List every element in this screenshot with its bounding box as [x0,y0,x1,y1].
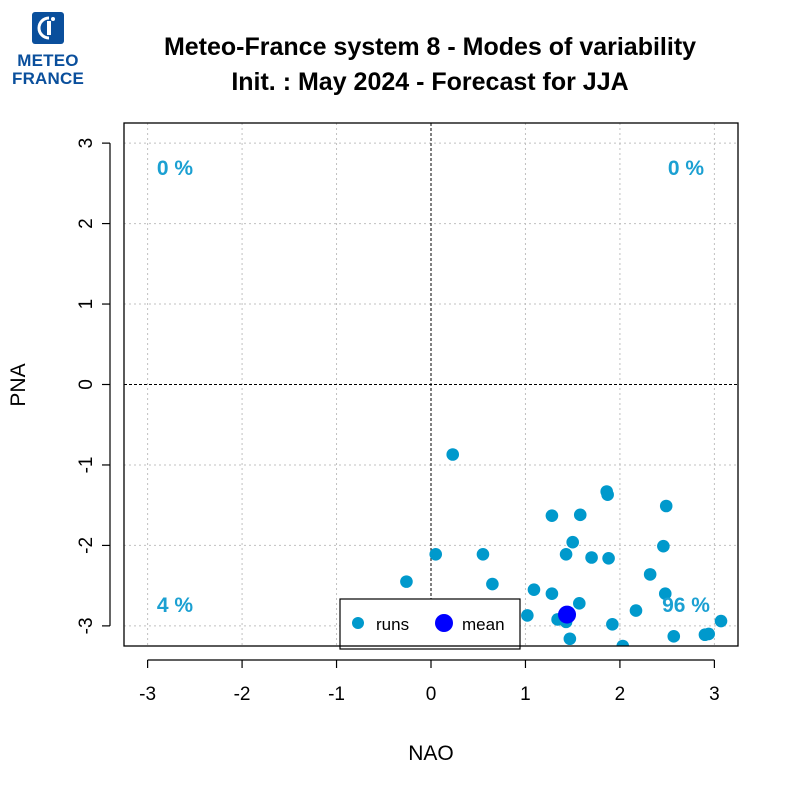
run-point [527,583,541,596]
run-point [446,448,460,461]
run-point [657,539,670,553]
x-tick-label: -3 [139,684,156,705]
run-point [429,547,443,561]
quadrant-label-bottom-left: 4 % [157,594,194,617]
legend-mean-label: mean [462,615,505,634]
run-point [667,630,681,643]
meteo-france-logo-mark [32,12,64,44]
quadrant-label-top-right: 0 % [668,157,705,180]
x-tick-label: -2 [234,684,251,705]
legend-runs-label: runs [376,615,409,634]
y-tick-label: -3 [76,617,97,634]
logo-text-line2: FRANCE [11,69,85,88]
data-points [400,448,728,646]
logo-text-line1: METEO [17,51,79,70]
run-point [563,632,577,646]
y-tick-label: 1 [76,299,97,310]
run-point [476,547,490,561]
run-point [573,597,586,610]
run-point [545,509,559,522]
run-point [585,551,598,564]
legend-mean-marker [435,614,453,632]
run-point [545,587,559,600]
chart-title: Meteo-France system 8 - Modes of variabi… [164,33,696,61]
run-point [521,609,534,622]
x-axis-title: NAO [408,742,454,765]
run-point [702,627,716,641]
run-point [602,551,615,565]
run-point [559,547,573,561]
legend-box [339,598,521,650]
run-point [616,639,630,646]
run-point [400,575,413,588]
x-tick-label: 2 [615,684,626,705]
run-point [658,587,672,600]
run-point [601,488,614,502]
quadrant-label-top-left: 0 % [157,157,194,180]
x-tick-label: 0 [426,684,437,705]
quadrant-label-bottom-right: 96 % [662,594,710,617]
mean-point [558,605,577,624]
y-tick-label: 2 [76,218,97,229]
legend-runs-marker [352,617,364,629]
y-tick-label: -1 [76,457,97,474]
x-tick-label: -1 [328,684,345,705]
run-point [573,508,587,522]
x-axis: -3 -2 -1 0 1 2 3 [139,659,720,705]
meteo-france-logo: METEO FRANCE [8,10,88,90]
legend: runs mean [339,598,521,650]
y-tick-label: -2 [76,537,97,554]
run-point [643,568,657,581]
run-point [714,614,728,628]
y-axis-title: PNA [7,363,30,406]
run-point [659,499,673,513]
x-tick-label: 1 [520,684,531,705]
run-point [606,617,619,631]
run-point [566,535,579,549]
plot-frame [123,122,739,647]
chart-subtitle: Init. : May 2024 - Forecast for JJA [231,68,628,96]
run-point [486,577,499,591]
y-axis: -3 -2 -1 0 1 2 3 [76,138,111,634]
y-tick-label: 3 [76,138,97,149]
x-tick-label: 3 [709,684,720,705]
y-tick-label: 0 [76,379,97,390]
zero-lines [124,123,738,646]
run-point [629,604,643,617]
